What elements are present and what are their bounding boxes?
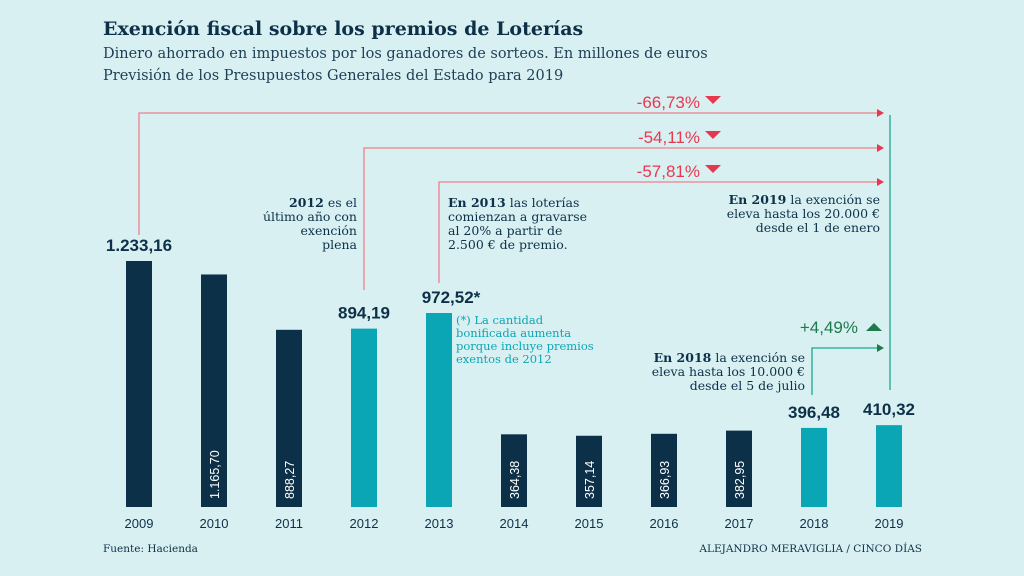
x-tick-label: 2014	[500, 516, 529, 531]
data-label: 364,38	[508, 461, 522, 499]
bar-2010	[201, 274, 227, 507]
triangle-down-icon	[705, 96, 721, 104]
triangle-up-icon	[866, 323, 882, 331]
change-connector	[438, 181, 878, 283]
change-label: -57,81%	[637, 162, 700, 181]
arrow-head-icon	[877, 109, 884, 117]
x-tick-label: 2015	[575, 516, 604, 531]
data-label: 1.233,16	[106, 236, 172, 255]
x-tick-label: 2011	[275, 516, 303, 531]
change-label: +4,49%	[800, 318, 858, 337]
data-label: 972,52*	[422, 288, 481, 307]
x-tick-label: 2017	[725, 516, 754, 531]
bar-2019	[876, 425, 902, 507]
x-tick-label: 2018	[800, 516, 829, 531]
bar-2009	[126, 261, 152, 507]
arrow-head-icon	[877, 144, 884, 152]
data-label: 1.165,70	[208, 450, 222, 499]
x-tick-label: 2010	[200, 516, 229, 531]
note-2013: En 2013 las loterías comienzan a gravars…	[448, 195, 588, 252]
bar-2013	[426, 312, 452, 507]
x-tick-label: 2016	[650, 516, 679, 531]
data-label: 382,95	[733, 461, 747, 499]
chart-subtitle: Dinero ahorrado en impuestos por los gan…	[103, 46, 708, 62]
bar-2015	[576, 435, 602, 507]
x-tick-label: 2019	[875, 516, 904, 531]
change-connector	[138, 112, 878, 235]
chart-subtitle-2: Previsión de los Presupuestos Generales …	[103, 68, 564, 84]
credit: ALEJANDRO MERAVIGLIA / CINCO DÍAS	[699, 543, 922, 555]
change-label: -66,73%	[637, 93, 700, 112]
bar-2011	[276, 329, 302, 507]
change-connector	[363, 147, 878, 290]
bar-2018	[801, 427, 827, 507]
data-label: 894,19	[338, 304, 390, 323]
arrow-head-icon	[877, 344, 884, 352]
bar-2012	[351, 328, 377, 507]
bar-2014	[501, 434, 527, 507]
asterisk-note: (*) La cantidad bonificada aumenta porqu…	[456, 313, 594, 366]
data-label: 396,48	[788, 403, 840, 422]
data-label: 888,27	[283, 461, 297, 499]
note-2012: 2012 es el último año con exención plena	[262, 195, 357, 252]
note-2019: En 2019 la exención se eleva hasta los 2…	[726, 192, 880, 235]
x-tick-label: 2013	[425, 516, 454, 531]
data-label: 410,32	[863, 400, 915, 419]
triangle-down-icon	[705, 165, 721, 173]
change-label: -54,11%	[638, 128, 700, 147]
x-tick-label: 2012	[350, 516, 379, 531]
data-label: 357,14	[583, 461, 597, 499]
change-connector	[811, 347, 878, 395]
chart-title: Exención fiscal sobre los premios de Lot…	[103, 18, 584, 40]
arrow-head-icon	[877, 178, 884, 186]
triangle-down-icon	[705, 131, 721, 139]
x-tick-label: 2009	[125, 516, 154, 531]
note-2018: En 2018 la exención se eleva hasta los 1…	[651, 350, 805, 393]
source: Fuente: Hacienda	[103, 543, 198, 555]
bar-2017	[726, 430, 752, 507]
bar-2016	[651, 433, 677, 507]
data-label: 366,93	[658, 461, 672, 499]
